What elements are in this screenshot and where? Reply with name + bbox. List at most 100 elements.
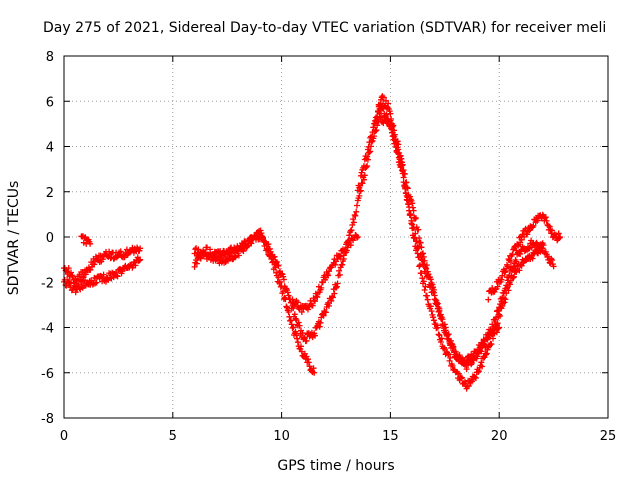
data-point — [540, 242, 547, 249]
data-point — [440, 323, 447, 330]
data-point — [435, 331, 442, 338]
data-point — [436, 332, 443, 339]
data-point — [509, 251, 516, 258]
data-point — [91, 261, 98, 268]
data-point — [413, 238, 420, 245]
data-point — [387, 110, 394, 117]
data-point — [239, 241, 246, 248]
data-point — [280, 273, 287, 280]
data-point — [493, 314, 500, 321]
data-point — [447, 354, 454, 361]
data-point — [499, 294, 506, 301]
data-point — [416, 262, 423, 269]
data-point — [397, 152, 404, 159]
data-point — [502, 285, 509, 292]
data-point — [421, 287, 428, 293]
data-point — [437, 311, 444, 318]
data-point — [100, 271, 107, 278]
data-point — [488, 328, 495, 335]
data-point — [272, 264, 279, 271]
data-point — [524, 231, 531, 238]
data-point — [400, 167, 407, 173]
data-point — [434, 299, 440, 306]
y-tick-label: 4 — [46, 141, 54, 156]
data-point — [294, 299, 301, 306]
y-tick-label: -2 — [41, 276, 54, 291]
data-point — [395, 146, 402, 153]
data-point — [286, 313, 293, 320]
data-point — [500, 290, 507, 297]
data-point — [240, 248, 247, 255]
data-point — [503, 282, 510, 289]
data-point — [72, 289, 79, 296]
data-point — [458, 375, 465, 382]
data-point — [280, 276, 287, 283]
data-point — [446, 357, 453, 364]
data-point — [499, 272, 506, 279]
data-point — [412, 215, 419, 222]
data-point — [406, 211, 413, 217]
data-point — [388, 116, 395, 122]
data-point — [303, 337, 310, 344]
data-point — [543, 217, 550, 224]
data-point — [403, 179, 410, 186]
data-point — [501, 269, 508, 276]
data-point — [326, 268, 332, 275]
data-point — [443, 331, 450, 338]
data-point — [276, 280, 283, 286]
data-point — [461, 357, 468, 364]
data-point — [494, 320, 501, 327]
data-point — [432, 296, 439, 303]
data-point — [290, 305, 297, 312]
data-point — [267, 252, 274, 259]
data-point — [455, 370, 462, 377]
data-point — [404, 184, 411, 191]
data-point — [65, 265, 72, 272]
data-point — [435, 304, 442, 311]
data-points — [61, 93, 564, 392]
data-point — [420, 253, 427, 260]
series-sat-a — [61, 244, 144, 287]
data-point — [232, 254, 238, 261]
data-point — [350, 219, 357, 226]
data-point — [253, 235, 259, 241]
data-point — [404, 185, 411, 192]
data-point — [516, 267, 523, 274]
data-point — [119, 268, 126, 275]
y-tick-label: -8 — [41, 412, 54, 427]
data-point — [427, 276, 434, 283]
data-point — [93, 279, 100, 286]
data-point — [293, 332, 300, 339]
data-point — [417, 239, 424, 246]
data-point — [264, 246, 271, 253]
y-tick-label: 2 — [46, 186, 54, 201]
data-point — [514, 242, 521, 249]
data-point — [525, 245, 532, 252]
data-point — [117, 248, 124, 255]
data-point — [496, 304, 503, 311]
data-point — [325, 272, 332, 279]
data-point — [401, 171, 408, 177]
data-point — [247, 239, 254, 246]
data-point — [548, 255, 555, 262]
data-point — [305, 306, 311, 313]
data-point — [132, 262, 139, 269]
x-axis-label: GPS time / hours — [277, 458, 394, 474]
data-point — [450, 343, 457, 350]
data-point — [452, 348, 459, 355]
chart-title: Day 275 of 2021, Sidereal Day-to-day VTE… — [43, 20, 606, 36]
data-point — [218, 252, 225, 259]
data-point — [415, 226, 422, 233]
data-point — [354, 234, 361, 240]
axis-ticks: 0 5 10 15 20 25 -8 -6 -4 -2 0 2 4 6 8 — [41, 50, 616, 444]
data-point — [504, 277, 511, 284]
data-point — [436, 307, 443, 314]
data-point — [364, 153, 371, 160]
data-point — [465, 362, 472, 369]
data-point — [350, 216, 357, 223]
data-point — [383, 111, 390, 118]
data-point — [316, 323, 323, 330]
data-point — [356, 192, 363, 199]
data-point — [412, 215, 419, 221]
data-point — [398, 155, 405, 162]
